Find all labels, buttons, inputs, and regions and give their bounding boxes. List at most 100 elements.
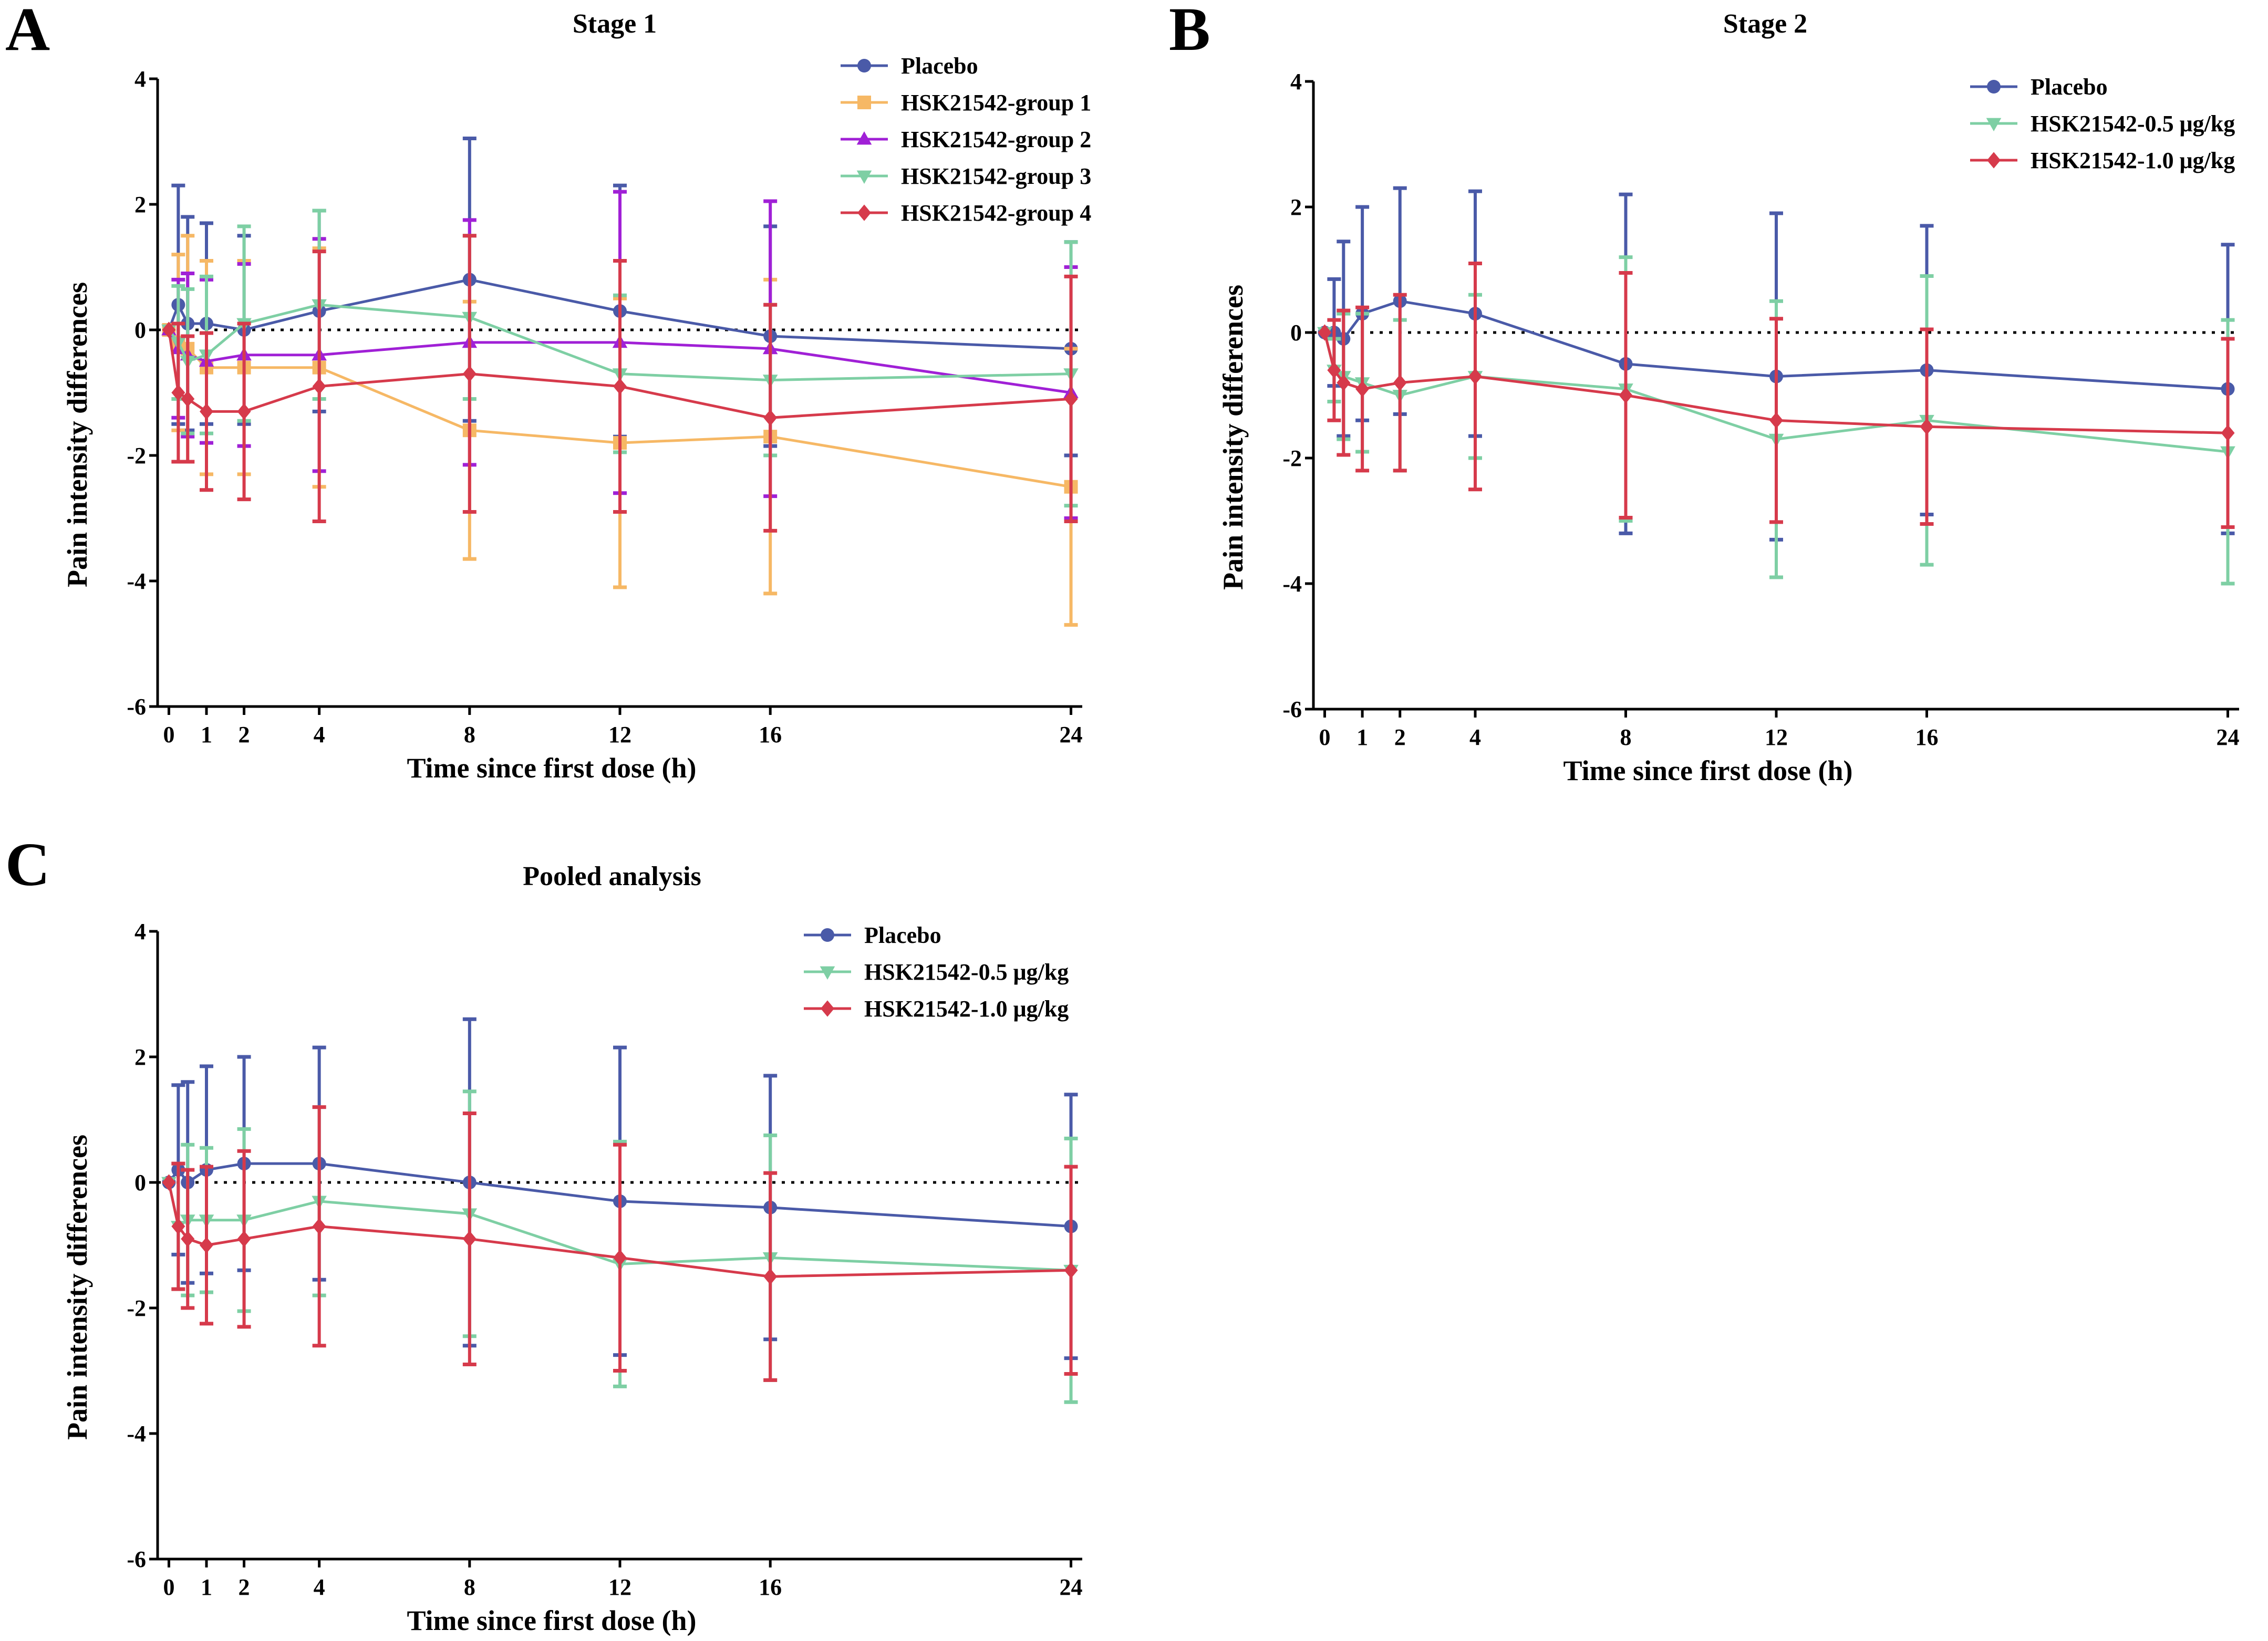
- legend: Placebo HSK21542-0.5 μg/kg HSK21542-1.0 μg…: [804, 922, 1069, 1022]
- x-tick-label: 16: [759, 722, 782, 747]
- x-tick-label: 2: [239, 722, 250, 747]
- y-tick-label: 4: [134, 66, 146, 92]
- data-point: [1064, 390, 1078, 408]
- data-point: [312, 378, 326, 395]
- legend-swatch-marker: [857, 204, 871, 221]
- legend-entry-label: Placebo: [2031, 74, 2108, 100]
- panel-letter: B: [1169, 0, 1210, 64]
- series-line: [168, 278, 1071, 350]
- y-axis-label: Pain intensity differences: [61, 282, 93, 587]
- y-tick-label: 0: [134, 317, 146, 343]
- data-point: [1393, 375, 1407, 391]
- y-tick-label: -4: [127, 568, 146, 594]
- x-tick-label: 2: [1394, 724, 1406, 750]
- legend-entry-label: HSK21542-0.5 μg/kg: [2031, 111, 2235, 137]
- legend-entry-label: HSK21542-group 4: [901, 200, 1091, 226]
- x-tick-label: 8: [464, 1574, 475, 1600]
- legend-entry-label: HSK21542-1.0 μg/kg: [864, 996, 1069, 1022]
- data-point: [312, 1218, 326, 1235]
- chart-title: Stage 1: [573, 9, 657, 39]
- chart-title: Stage 2: [1723, 9, 1807, 39]
- series-4: [162, 234, 1078, 533]
- y-axis-label: Pain intensity differences: [61, 1135, 93, 1440]
- data-point: [462, 1230, 477, 1248]
- data-point: [2221, 424, 2235, 441]
- x-tick-label: 1: [1356, 724, 1368, 750]
- data-point: [200, 1237, 214, 1254]
- x-tick-label: 24: [1060, 1574, 1083, 1600]
- chart-title: Pooled analysis: [523, 861, 701, 891]
- x-axis-label: Time since first dose (h): [407, 1605, 697, 1636]
- legend-swatch-marker: [856, 131, 872, 145]
- legend-swatch-marker: [821, 928, 834, 942]
- panel-letter: A: [5, 0, 50, 64]
- series-2: [162, 1105, 1078, 1382]
- legend-entry-label: Placebo: [901, 53, 978, 79]
- data-point: [171, 384, 185, 401]
- y-tick-label: 0: [1290, 320, 1302, 346]
- x-tick-label: 24: [1060, 722, 1083, 747]
- series-line: [168, 1162, 1071, 1228]
- series-line: [1323, 332, 2228, 434]
- data-point: [162, 321, 176, 338]
- y-tick-label: 2: [134, 192, 146, 217]
- data-point: [1337, 375, 1351, 391]
- legend-entry-label: HSK21542-group 2: [901, 127, 1091, 152]
- series-line: [168, 303, 1071, 382]
- y-tick-label: 0: [134, 1170, 146, 1196]
- data-point: [237, 403, 251, 420]
- legend: Placebo HSK21542-group 1 HSK21542-group 2 H…: [841, 53, 1091, 226]
- legend-entry-label: HSK21542-group 3: [901, 163, 1091, 189]
- x-tick-label: 12: [608, 722, 631, 747]
- data-point: [1355, 380, 1370, 398]
- y-tick-label: -4: [127, 1421, 146, 1447]
- x-tick-label: 12: [1765, 724, 1788, 750]
- x-tick-label: 12: [608, 1574, 631, 1600]
- series-2: [1318, 262, 2235, 529]
- x-tick-label: 8: [1620, 724, 1631, 750]
- data-point: [1318, 324, 1332, 341]
- y-tick-label: -6: [1282, 697, 1302, 722]
- data-point: [1327, 362, 1341, 379]
- series-line: [168, 1182, 1071, 1278]
- legend-swatch-marker: [1987, 80, 2001, 94]
- x-tick-label: 0: [163, 722, 174, 747]
- x-tick-label: 0: [163, 1574, 174, 1600]
- data-point: [1619, 387, 1633, 404]
- legend-entry-label: HSK21542-1.0 μg/kg: [2031, 148, 2235, 173]
- y-tick-label: -4: [1282, 571, 1302, 597]
- y-tick-label: -6: [127, 694, 146, 720]
- x-tick-label: 2: [239, 1574, 250, 1600]
- legend-entry-label: Placebo: [864, 922, 941, 948]
- data-point: [763, 1268, 778, 1285]
- y-tick-label: 2: [1290, 194, 1302, 220]
- data-point: [1769, 412, 1783, 429]
- x-axis-label: Time since first dose (h): [1563, 755, 1853, 786]
- legend-swatch-marker: [1986, 118, 2002, 131]
- data-point: [181, 390, 195, 408]
- y-tick-label: 4: [1290, 69, 1302, 95]
- legend-swatch-marker: [820, 966, 835, 980]
- y-tick-label: -2: [127, 1295, 146, 1321]
- data-point: [1064, 1262, 1078, 1279]
- data-point: [162, 1174, 176, 1191]
- legend-entry-label: HSK21542-0.5 μg/kg: [864, 959, 1069, 985]
- legend-entry-label: HSK21542-group 1: [901, 90, 1091, 116]
- panel-letter: C: [5, 830, 50, 899]
- y-axis-label: Pain intensity differences: [1217, 285, 1249, 590]
- legend-swatch-marker: [857, 59, 871, 72]
- legend-swatch-marker: [856, 170, 872, 184]
- x-tick-label: 4: [314, 1574, 325, 1600]
- x-tick-label: 4: [314, 722, 325, 747]
- x-tick-label: 8: [464, 722, 475, 747]
- y-tick-label: -6: [127, 1546, 146, 1572]
- x-tick-label: 24: [2217, 724, 2240, 750]
- x-tick-label: 16: [759, 1574, 782, 1600]
- y-tick-label: -2: [127, 443, 146, 469]
- x-tick-label: 1: [201, 722, 212, 747]
